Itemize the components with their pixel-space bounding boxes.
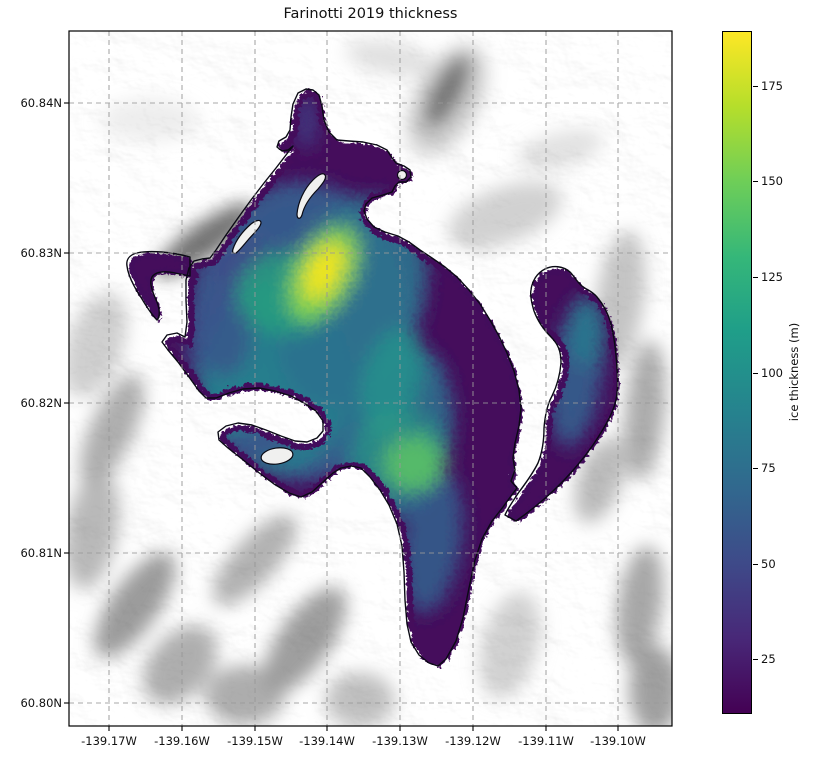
hillshade-ridges	[69, 40, 672, 726]
axis-ticks	[64, 102, 619, 731]
colorbar-tick-mark	[753, 373, 758, 374]
x-tick-label: -139.17W	[81, 734, 137, 748]
colorbar-tick-label: 75	[761, 461, 776, 475]
y-tick-label: 60.80N	[20, 696, 62, 710]
colorbar-tick-label: 125	[761, 270, 783, 284]
plot-title: Farinotti 2019 thickness	[283, 6, 458, 22]
colorbar-tick-mark	[753, 86, 758, 87]
x-tick-label: -139.12W	[445, 734, 501, 748]
colorbar-tick-mark	[753, 659, 758, 660]
colorbar-axis-label: ice thickness (m)	[787, 322, 801, 422]
y-tick-label: 60.81N	[20, 546, 62, 560]
colorbar-tick-mark	[753, 181, 758, 182]
y-tick-label: 60.82N	[20, 396, 62, 410]
colorbar-tick-label: 100	[761, 366, 783, 380]
x-tick-label: -139.10W	[590, 734, 646, 748]
colorbar	[722, 31, 752, 714]
colorbar-tick-label: 175	[761, 79, 783, 93]
y-tick-label: 60.84N	[20, 96, 62, 110]
map-plot-canvas	[64, 30, 673, 731]
colorbar-tick-label: 50	[761, 557, 776, 571]
colorbar-tick-label: 150	[761, 174, 783, 188]
colorbar-tick-mark	[753, 277, 758, 278]
x-tick-label: -139.14W	[299, 734, 355, 748]
glacier-holes	[232, 169, 408, 465]
colorbar-tick-mark	[753, 564, 758, 565]
colorbar-tick-label: 25	[761, 652, 776, 666]
x-tick-label: -139.16W	[154, 734, 210, 748]
plot-frame	[68, 30, 673, 727]
glacier-outline	[126, 88, 619, 667]
colorbar-tick-mark	[753, 468, 758, 469]
y-tick-label: 60.83N	[20, 246, 62, 260]
gridlines	[69, 31, 672, 726]
x-tick-label: -139.15W	[227, 734, 283, 748]
map-area	[69, 31, 672, 726]
x-tick-label: -139.11W	[518, 734, 574, 748]
x-tick-label: -139.13W	[372, 734, 428, 748]
